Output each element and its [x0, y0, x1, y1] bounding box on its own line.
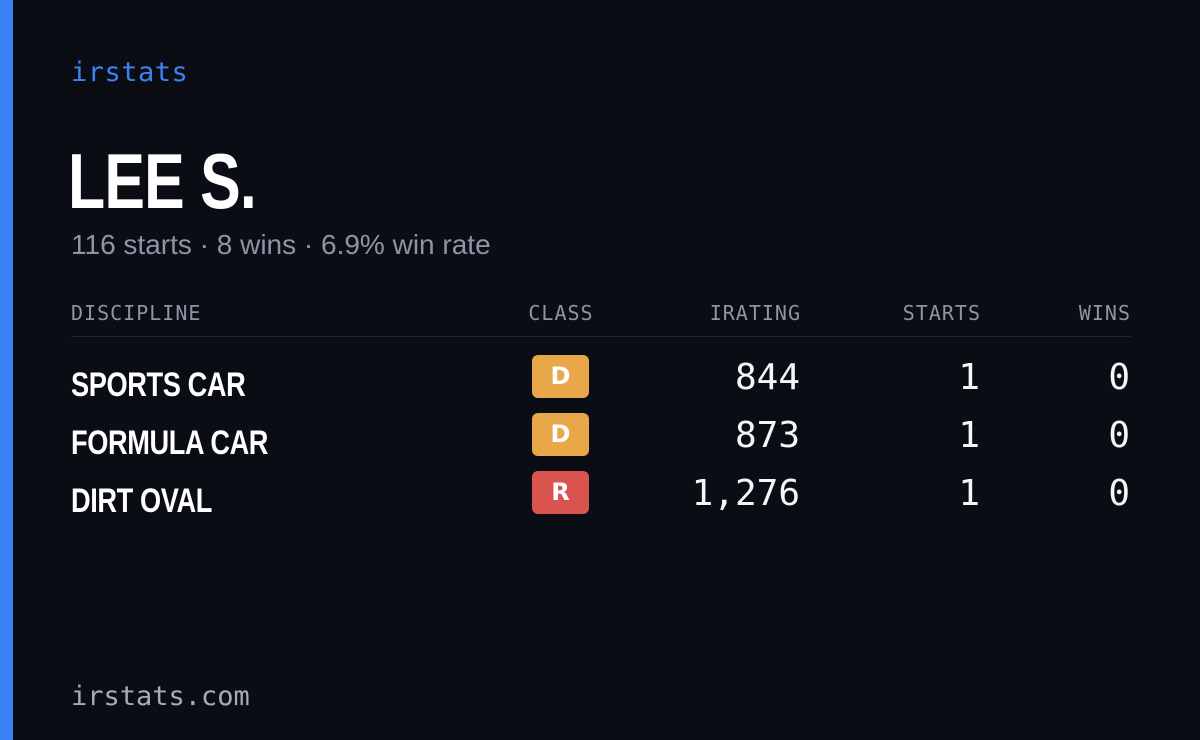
discipline-name: FORMULA CAR: [71, 424, 269, 462]
wins-value: 0: [1108, 473, 1130, 514]
driver-name: LEE S.: [68, 137, 257, 225]
header-starts: STARTS: [902, 301, 981, 325]
class-badge: D: [532, 413, 589, 456]
header-discipline: DISCIPLINE: [71, 301, 202, 325]
header-class: CLASS: [528, 301, 594, 325]
starts-value: 1: [958, 415, 980, 456]
driver-summary: 116 starts · 8 wins · 6.9% win rate: [71, 229, 491, 260]
brand-logo[interactable]: irstats: [71, 57, 189, 88]
wins-value: 0: [1108, 415, 1130, 456]
table-row: DIRT OVAL R 1,276 1 0: [71, 470, 1131, 528]
header-wins: WINS: [1078, 301, 1131, 325]
starts-value: 1: [958, 473, 980, 514]
class-badge: D: [532, 355, 589, 398]
starts-value: 1: [958, 357, 980, 398]
class-badge: R: [532, 471, 589, 514]
wins-value: 0: [1108, 357, 1130, 398]
table-row: FORMULA CAR D 873 1 0: [71, 412, 1131, 470]
irating-value: 1,276: [691, 473, 800, 514]
irating-value: 873: [734, 415, 800, 456]
footer-url[interactable]: irstats.com: [71, 681, 250, 712]
header-irating: IRATING: [709, 301, 801, 325]
stats-table: DISCIPLINE CLASS IRATING STARTS WINS SPO…: [71, 296, 1131, 528]
table-body: SPORTS CAR D 844 1 0 FORMULA CAR D 873 1…: [71, 337, 1131, 528]
discipline-name: SPORTS CAR: [71, 366, 246, 404]
table-header: DISCIPLINE CLASS IRATING STARTS WINS: [71, 296, 1131, 337]
discipline-name: DIRT OVAL: [71, 482, 212, 520]
table-row: SPORTS CAR D 844 1 0: [71, 354, 1131, 412]
irating-value: 844: [734, 357, 800, 398]
accent-bar: [0, 0, 13, 740]
